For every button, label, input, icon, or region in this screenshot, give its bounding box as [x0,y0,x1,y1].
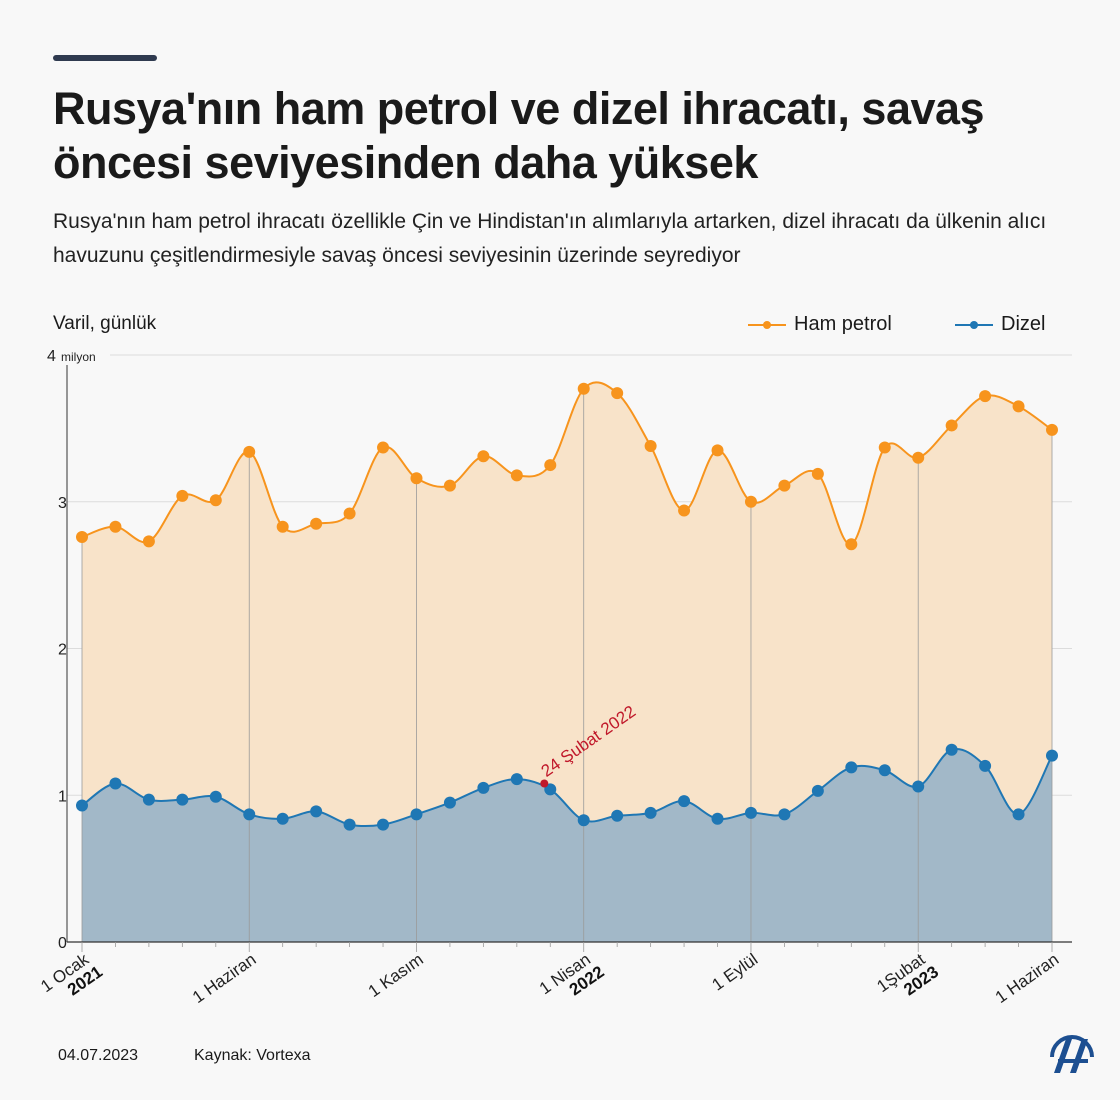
point-ham-petrol [410,472,423,485]
point-ham-petrol [711,444,724,457]
point-ham-petrol [443,479,456,492]
point-ham-petrol [377,441,390,454]
point-ham-petrol [243,445,256,458]
point-ham-petrol [142,535,155,548]
y-tick-label: 2 [58,642,67,659]
y-unit-label: milyon [61,350,96,364]
point-dizel [1012,808,1025,821]
aa-logo-icon [1050,1035,1094,1073]
x-tick-label-group: 1 Eylül [709,950,762,995]
point-ham-petrol [176,489,189,502]
legend-item-ham-petrol: Ham petrol [748,313,892,336]
point-ham-petrol [811,467,824,480]
point-ham-petrol [76,530,88,543]
point-ham-petrol [678,504,691,517]
y-tick-label: 4 [47,348,56,365]
point-ham-petrol [577,382,590,395]
legend-item-dizel: Dizel [955,313,1045,336]
point-dizel [577,814,590,827]
footer-date: 04.07.2023 [58,1047,139,1064]
point-dizel [510,773,523,786]
y-tick-label: 0 [58,935,67,952]
point-dizel [845,761,858,774]
point-ham-petrol [477,450,490,463]
point-ham-petrol [778,479,791,492]
point-ham-petrol [845,538,858,551]
point-dizel [176,793,189,806]
point-ham-petrol [276,520,289,533]
point-ham-petrol [343,507,356,520]
y-tick-label: 1 [58,788,67,805]
point-ham-petrol [979,390,992,403]
footer-source: Kaynak: Vortexa [194,1047,311,1064]
area-dizel [82,749,1052,942]
point-ham-petrol [209,494,222,507]
point-dizel [443,796,456,809]
point-dizel [778,808,791,821]
point-ham-petrol [1046,423,1058,436]
point-dizel [644,806,657,819]
title-accent-bar [53,55,157,61]
point-dizel [711,812,724,825]
point-dizel [142,793,155,806]
point-ham-petrol [912,451,925,464]
point-dizel [544,783,557,796]
point-dizel [744,806,757,819]
point-dizel [1046,749,1058,762]
point-ham-petrol [310,517,323,530]
x-tick-label: 1 Haziran [992,950,1063,1007]
page-title: Rusya'nın ham petrol ve dizel ihracatı, … [53,83,985,188]
y-tick-label: 3 [58,495,67,512]
point-ham-petrol [945,419,958,432]
point-ham-petrol [1012,400,1025,413]
point-dizel [377,818,390,831]
page-subtitle: Rusya'nın ham petrol ihracatı özellikle … [53,210,1047,267]
point-dizel [310,805,323,818]
point-ham-petrol [510,469,523,482]
point-dizel [477,781,490,794]
point-dizel [678,795,691,808]
point-ham-petrol [644,439,657,452]
point-ham-petrol [611,387,624,400]
point-dizel [343,818,356,831]
legend-label: Dizel [1001,313,1046,335]
point-dizel [76,799,88,812]
point-dizel [912,780,925,793]
point-dizel [945,743,958,756]
point-dizel [410,808,423,821]
legend-swatch-dizel [955,318,993,332]
x-tick-label: 1 Kasım [365,950,427,1001]
point-dizel [811,784,824,797]
point-ham-petrol [544,459,557,472]
point-ham-petrol [878,441,891,454]
point-dizel [209,790,222,803]
point-dizel [109,777,122,790]
x-tick-label: 1 Eylül [709,950,762,995]
point-dizel [878,764,891,777]
point-dizel [611,809,624,822]
legend-swatch-ham-petrol [748,318,786,332]
point-dizel [276,812,289,825]
y-axis-label: Varil, günlük [53,313,157,334]
x-tick-label-group: 1 Haziran [189,950,260,1007]
x-tick-label: 1 Haziran [189,950,260,1007]
point-dizel [243,808,256,821]
annotation-marker [540,779,549,788]
point-dizel [979,759,992,772]
point-ham-petrol [744,495,757,508]
legend-label: Ham petrol [794,313,892,335]
point-ham-petrol [109,520,122,533]
x-tick-label-group: 1 Haziran [992,950,1063,1007]
x-tick-label-group: 1 Kasım [365,950,427,1001]
